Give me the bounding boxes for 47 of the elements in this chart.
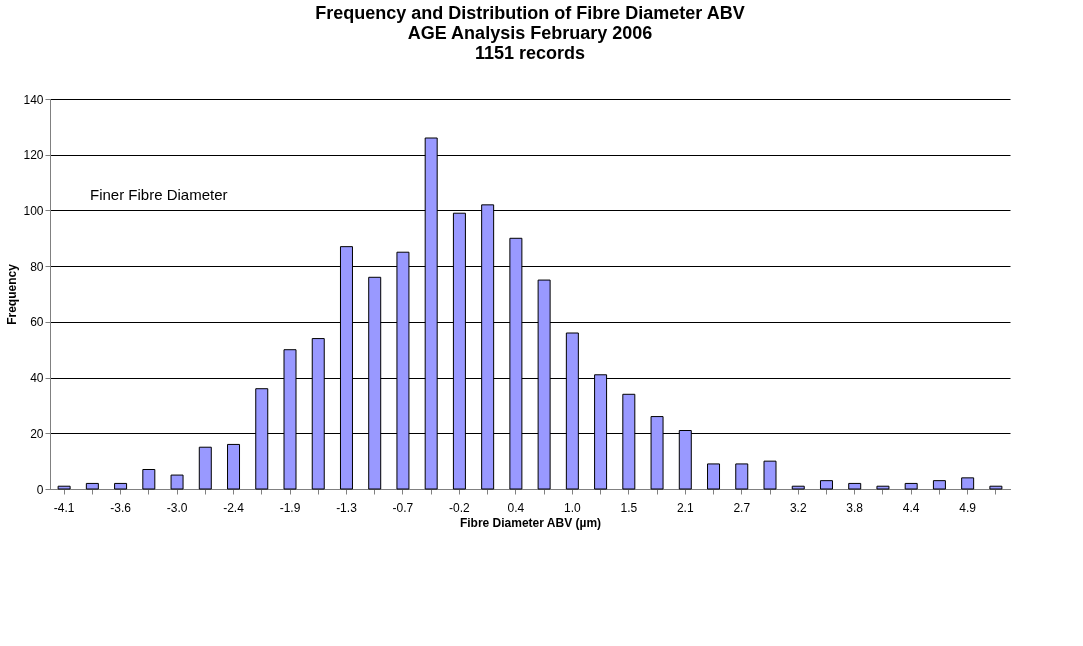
y-tick-label: 40 [30,371,44,386]
bar [57,485,71,490]
x-tick-label: -0.7 [392,500,414,515]
x-tick-label: 3.2 [789,500,807,515]
y-tick-label: 100 [23,203,44,218]
y-tick-label: 140 [23,92,44,107]
bar [707,463,721,490]
bar [989,485,1003,490]
x-tick-label: -0.2 [449,500,471,515]
y-tick-label: 0 [36,482,44,497]
y-tick-label: 120 [23,148,44,163]
bar [791,485,805,490]
x-tick-label: -2.4 [223,500,245,515]
bar [961,477,975,490]
bar [114,482,128,490]
bar [85,482,99,490]
y-axis-title: Frequency [5,263,20,325]
bar [198,446,212,490]
x-tick-label: 1.5 [620,500,638,515]
bar [170,474,184,490]
annotation: Finer Fibre Diameter [90,186,228,203]
x-tick-label: 4.9 [959,500,977,515]
x-axis-title: Fibre Diameter ABV (µm) [459,515,602,530]
y-tick-label: 80 [30,259,44,274]
bar [763,460,777,490]
y-tick-label: 20 [30,426,44,441]
bar [932,480,946,490]
bar [819,480,833,490]
bar [904,482,918,490]
x-tick-label: 2.1 [676,500,694,515]
x-tick-label: -3.0 [166,500,188,515]
y-tick-label: 60 [30,315,44,330]
x-tick-label: -4.1 [53,500,75,515]
chart-title: Frequency and Distribution of Fibre Diameter ABV AGE Analysis February 2006 1151 records [315,3,745,63]
x-tick-label: 2.7 [733,500,751,515]
x-tick-label: 3.8 [846,500,864,515]
bar [735,463,749,490]
x-tick-label: 1.0 [564,500,582,515]
x-tick-label: 0.4 [507,500,525,515]
bar [227,443,241,490]
x-tick-label: -1.3 [336,500,358,515]
bar [848,482,862,490]
x-tick-label: -3.6 [110,500,132,515]
x-tick-label: -1.9 [279,500,301,515]
bar [142,469,156,490]
bar [876,485,890,490]
x-tick-label: 4.4 [902,500,920,515]
